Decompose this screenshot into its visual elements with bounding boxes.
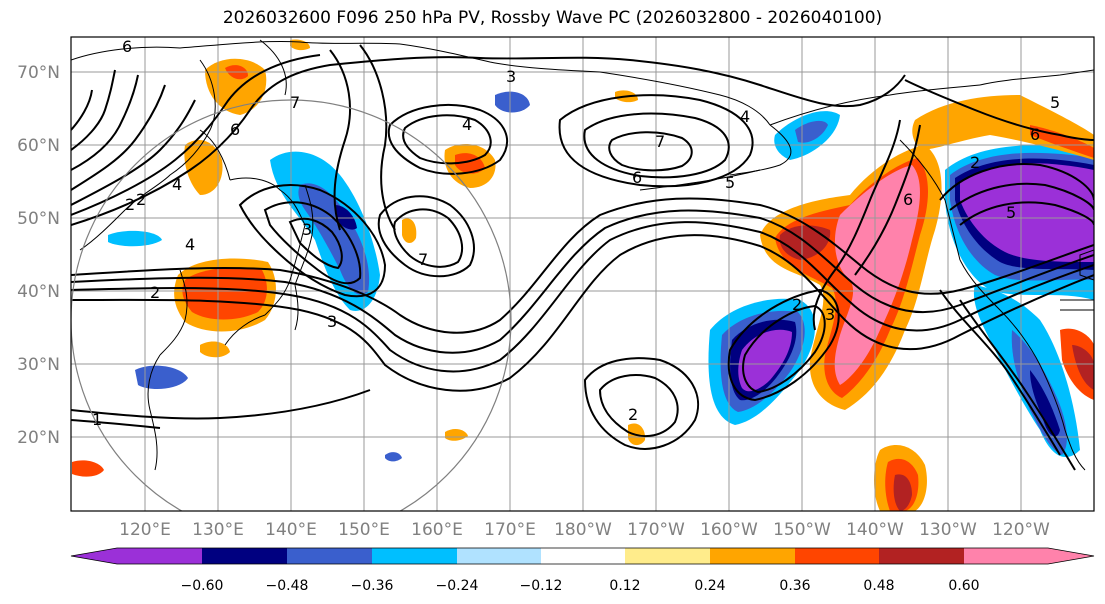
- colorbar-swatch-3: [372, 548, 457, 564]
- lon-label: 160°W: [700, 520, 758, 540]
- contour-label: 4: [172, 175, 182, 194]
- colorbar-tick-label: 0.24: [694, 578, 725, 594]
- colorbar-tick-label: 0.48: [863, 578, 894, 594]
- colorbar-tick-label: 0.12: [609, 578, 640, 594]
- contour-label: 3: [825, 305, 835, 324]
- colorbar-tick-label: 0.36: [779, 578, 810, 594]
- positive-anomaly-kuril: [290, 39, 310, 51]
- contour-label: 1: [92, 410, 102, 429]
- lon-label: 120°E: [119, 520, 171, 540]
- contour-label: 7: [655, 132, 665, 151]
- colorbar-outline: [70, 547, 1095, 565]
- lat-label: 60°N: [17, 136, 60, 156]
- lon-label: 140°E: [265, 520, 317, 540]
- latitude-labels: 70°N 60°N 50°N 40°N 30°N 20°N: [17, 63, 60, 448]
- lat-label: 30°N: [17, 355, 60, 375]
- lat-label: 40°N: [17, 282, 60, 302]
- colorbar-swatch-0: [71, 548, 202, 564]
- negative-anomaly-west-small: [108, 230, 162, 247]
- colorbar-swatch-10: [964, 548, 1094, 564]
- colorbar-swatch-5: [541, 548, 625, 564]
- contour-label: 4: [740, 107, 750, 126]
- colorbar-swatch-9: [879, 548, 964, 564]
- colorbar-tick-labels: −0.60 −0.48 −0.36 −0.24 −0.12 0.12 0.24 …: [181, 578, 980, 594]
- projection-circle: [71, 99, 512, 511]
- colorbar-tick-label: −0.48: [266, 578, 309, 594]
- contour-label: 6: [1030, 125, 1040, 144]
- contour-label: 2: [136, 190, 146, 209]
- contour-label: 6: [230, 120, 240, 139]
- contour-label: 5: [1050, 93, 1060, 112]
- colorbar-tick-label: −0.60: [181, 578, 224, 594]
- colorbar-swatch-1: [202, 548, 287, 564]
- lon-label: 150°E: [338, 520, 390, 540]
- positive-anomaly-sakhalin: [402, 218, 417, 244]
- colorbar-swatch-2: [287, 548, 372, 564]
- contour-label: 5: [1006, 203, 1016, 222]
- longitude-labels: 120°E 130°E 140°E 150°E 160°E 170°E 180°…: [119, 520, 1050, 540]
- negative-anomaly-japan-core: [335, 205, 357, 230]
- contour-label: 2: [125, 195, 135, 214]
- positive-anomaly-south-china-sea: [72, 460, 104, 477]
- pv-contours: [71, 44, 1094, 471]
- contour-label: 6: [632, 168, 642, 187]
- lat-label: 70°N: [17, 63, 60, 83]
- negative-anomaly-japan-mid: [298, 183, 370, 295]
- lon-label: 130°W: [919, 520, 977, 540]
- negative-anomaly-arctic-small: [495, 91, 530, 113]
- lat-label: 20°N: [17, 428, 60, 448]
- contour-label: 6: [122, 37, 132, 56]
- positive-anomaly-mexico-core: [1072, 345, 1094, 390]
- contour-label: 2: [628, 405, 638, 424]
- contour-labels: 6 7 6 4 6 3 7 4 5 3 6 2 4 2 3 4 2 2 1 7 …: [92, 37, 1060, 429]
- colorbar-swatch-7: [710, 548, 795, 564]
- lon-label: 150°W: [773, 520, 831, 540]
- colorbar-tick-label: 0.60: [948, 578, 979, 594]
- contour-label: 7: [418, 250, 428, 269]
- lon-label: 180°W: [554, 520, 612, 540]
- colorbar-swatch-4: [457, 548, 541, 564]
- colorbar-swatch-6: [625, 548, 710, 564]
- contour-label: 2: [970, 153, 980, 172]
- contour-label: 2: [792, 295, 802, 314]
- colorbar-swatch-8: [795, 548, 879, 564]
- colorbar: −0.60 −0.48 −0.36 −0.24 −0.12 0.12 0.24 …: [70, 547, 1095, 594]
- positive-anomaly-japan-south: [200, 341, 230, 358]
- contour-label: 3: [506, 67, 516, 86]
- negative-anomaly-alaska-small-core: [795, 120, 828, 143]
- lon-label: 140°W: [846, 520, 904, 540]
- lon-label: 170°W: [627, 520, 685, 540]
- map-title: 2026032600 F096 250 hPa PV, Rossby Wave …: [222, 8, 883, 28]
- lon-label: 160°E: [411, 520, 463, 540]
- colorbar-tick-label: −0.12: [520, 578, 563, 594]
- negative-anomaly-west-coast-core: [1030, 370, 1060, 437]
- coastlines: [71, 39, 1094, 471]
- lon-label: 120°W: [992, 520, 1050, 540]
- contour-label: 4: [462, 115, 472, 134]
- positive-anomaly-marianas: [445, 429, 468, 441]
- contour-label: 2: [150, 283, 160, 302]
- positive-anomaly-kamchatka: [205, 58, 267, 115]
- contour-label: 5: [725, 173, 735, 192]
- negative-anomaly-marianas: [385, 452, 402, 462]
- lat-label: 50°N: [17, 209, 60, 229]
- lon-label: 170°E: [484, 520, 536, 540]
- contour-label: 4: [185, 235, 195, 254]
- contour-label: 3: [302, 220, 312, 239]
- contour-label: 6: [903, 190, 913, 209]
- contour-label: 7: [290, 93, 300, 112]
- lon-label: 130°E: [192, 520, 244, 540]
- positive-anomaly-alaska: [912, 95, 1094, 160]
- colorbar-tick-label: −0.36: [351, 578, 394, 594]
- negative-anomaly-philippines: [135, 365, 188, 390]
- contour-label: 3: [327, 312, 337, 331]
- plot-frame: [70, 36, 1095, 512]
- positive-anomaly-korea-red: [182, 267, 267, 320]
- positive-anomaly-subtropical-east-core: [893, 474, 912, 511]
- colorbar-tick-label: −0.24: [436, 578, 479, 594]
